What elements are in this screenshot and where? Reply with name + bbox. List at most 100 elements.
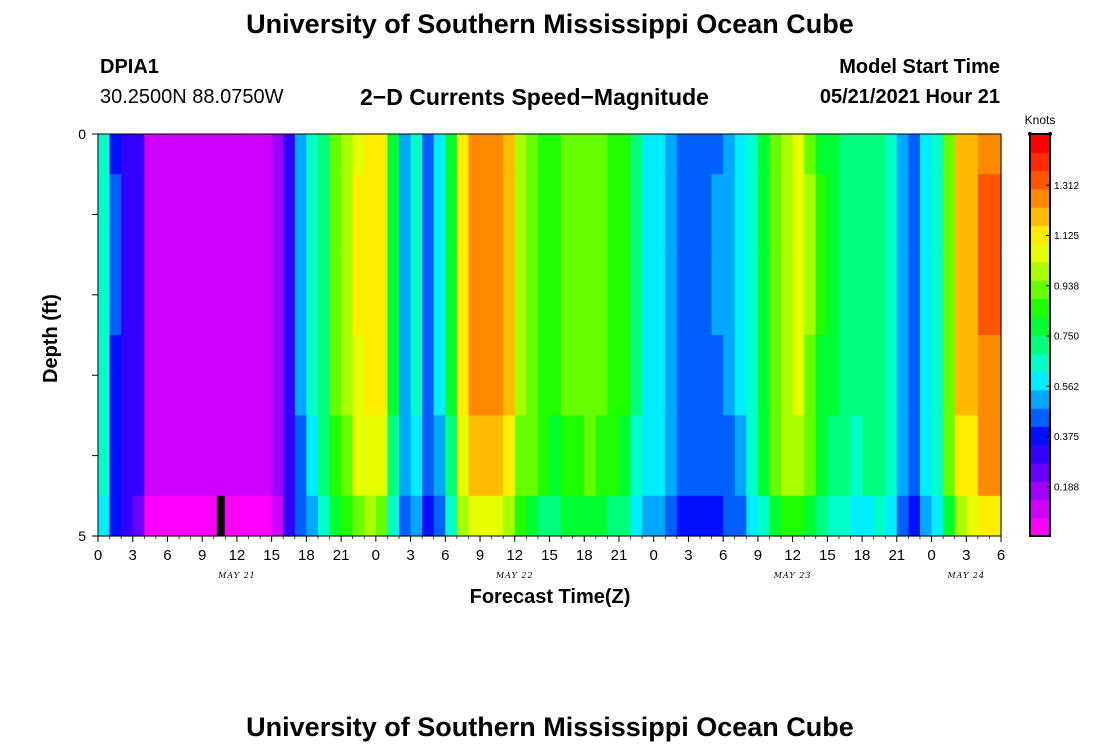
- heatmap-cell: [422, 335, 435, 416]
- heatmap-cell: [862, 415, 875, 497]
- heatmap-cell: [132, 254, 145, 336]
- heatmap-cell: [445, 174, 458, 256]
- heatmap-cell: [341, 254, 354, 336]
- heatmap-cell: [943, 134, 956, 175]
- heatmap-cell: [676, 415, 690, 497]
- heatmap-cell: [399, 495, 412, 537]
- heatmap-cell: [723, 254, 736, 336]
- heatmap-cell: [769, 335, 782, 416]
- heatmap-cell: [838, 174, 852, 256]
- station-id: DPIA1: [100, 56, 159, 78]
- heatmap-cell: [549, 495, 562, 537]
- x-tick-label: 12: [229, 547, 246, 564]
- heatmap-cell: [896, 495, 909, 537]
- heatmap-cell: [225, 335, 238, 416]
- heatmap-cell: [387, 174, 400, 256]
- heatmap-cell: [294, 335, 307, 416]
- colorbar-tick-label: 0.562: [1054, 382, 1079, 393]
- heatmap-cell: [121, 335, 134, 416]
- heatmap-cell: [190, 335, 203, 416]
- heatmap-cell: [630, 254, 643, 336]
- heatmap-cell: [815, 174, 828, 256]
- day-label: MAY 21: [217, 571, 256, 580]
- heatmap-cells: [98, 134, 1002, 537]
- heatmap-cell: [723, 415, 736, 497]
- x-tick-label: 6: [441, 547, 449, 564]
- heatmap-cell: [977, 254, 991, 336]
- heatmap-cell: [676, 335, 690, 416]
- heatmap-cell: [202, 174, 215, 256]
- heatmap-cell: [595, 174, 608, 256]
- heatmap-cell: [919, 335, 933, 416]
- heatmap-cell: [179, 415, 192, 497]
- heatmap-cell: [630, 415, 643, 497]
- heatmap-cell: [630, 495, 643, 537]
- heatmap-cell: [236, 415, 250, 497]
- heatmap-cell: [445, 335, 458, 416]
- heatmap-cell: [445, 254, 458, 336]
- heatmap-cell: [850, 415, 863, 497]
- heatmap-cell: [723, 335, 736, 416]
- heatmap-cell: [225, 134, 238, 175]
- heatmap-cell: [757, 134, 771, 175]
- heatmap-cell: [607, 134, 620, 175]
- x-tick-label: 15: [541, 547, 558, 564]
- heatmap-cell: [618, 415, 632, 497]
- colorbar-swatch: [1030, 152, 1050, 172]
- heatmap-cell: [399, 415, 412, 497]
- heatmap-cell: [804, 335, 817, 416]
- colorbar: Knots 0.188 0.375 0.562 0.750 0.938 1.125 1.312: [1025, 113, 1079, 537]
- colorbar-title: Knots: [1025, 113, 1056, 127]
- current-time-marker: [216, 495, 225, 536]
- heatmap-cell: [433, 174, 446, 256]
- heatmap-cell: [491, 415, 504, 497]
- heatmap-cell: [445, 134, 458, 175]
- heatmap-cell: [966, 495, 979, 537]
- x-tick-label: 3: [684, 547, 692, 564]
- heatmap-cell: [109, 134, 122, 175]
- colorbar-swatch: [1030, 389, 1050, 409]
- currents-chart: 0 3 6 9 12 15 18 21 0 3 6 9 12 15 18 21 0 3 6 9 12 15 18 21 0 3 6 M…: [78, 113, 1079, 580]
- x-tick-label: 6: [719, 547, 727, 564]
- y-axis-title: Depth (ft): [40, 294, 62, 383]
- colorbar-swatch: [1030, 207, 1050, 226]
- heatmap-cell: [653, 134, 666, 175]
- x-tick-label: 21: [333, 547, 350, 564]
- heatmap-cell: [642, 174, 655, 256]
- heatmap-cell: [862, 134, 875, 175]
- heatmap-cell: [491, 254, 504, 336]
- heatmap-cell: [873, 495, 886, 537]
- y-axis: 05: [78, 126, 98, 544]
- heatmap-cell: [491, 174, 504, 256]
- colorbar-swatch: [1030, 517, 1050, 537]
- heatmap-cell: [561, 254, 574, 336]
- heatmap-cell: [723, 495, 736, 537]
- colorbar-tick-label: 0.188: [1054, 482, 1079, 493]
- heatmap-cell: [399, 254, 412, 336]
- heatmap-cell: [943, 174, 956, 256]
- heatmap-cell: [98, 495, 111, 537]
- heatmap-cell: [503, 335, 516, 416]
- heatmap-cell: [653, 174, 666, 256]
- heatmap-cell: [584, 415, 597, 497]
- heatmap-cell: [341, 335, 354, 416]
- heatmap-cell: [700, 495, 713, 537]
- heatmap-cell: [804, 495, 817, 537]
- heatmap-cell: [711, 134, 724, 175]
- heatmap-cell: [491, 134, 504, 175]
- heatmap-cell: [700, 174, 713, 256]
- heatmap-cell: [734, 134, 747, 175]
- colorbar-frame: [1029, 133, 1051, 537]
- heatmap-cell: [317, 415, 331, 497]
- heatmap-cell: [769, 254, 782, 336]
- heatmap-cell: [329, 174, 342, 256]
- heatmap-cell: [271, 495, 284, 537]
- heatmap-cell: [537, 134, 551, 175]
- x-tick-label: 18: [854, 547, 871, 564]
- heatmap-cell: [329, 495, 342, 537]
- heatmap-cell: [665, 254, 678, 336]
- heatmap-cell: [885, 415, 898, 497]
- heatmap-cell: [896, 335, 909, 416]
- heatmap-cell: [896, 254, 909, 336]
- heatmap-cell: [584, 335, 597, 416]
